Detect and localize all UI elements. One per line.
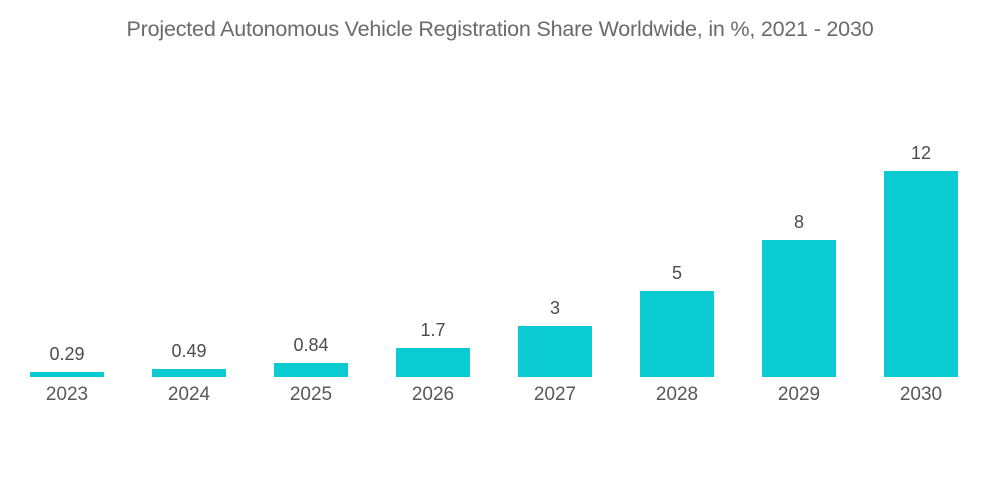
bar-column-2029: 8 xyxy=(738,0,860,377)
x-axis-label-2026: 2026 xyxy=(411,384,455,405)
bar-2026 xyxy=(396,347,470,377)
bar-column-2025: 0.84 xyxy=(250,0,372,377)
bar-column-2023: 0.29 xyxy=(6,0,128,377)
bar-column-2028: 5 xyxy=(616,0,738,377)
bar-2027 xyxy=(518,325,592,377)
bar-value-label: 3 xyxy=(549,297,560,318)
bar-2023 xyxy=(30,372,104,377)
x-axis-label-2025: 2025 xyxy=(289,384,333,405)
bar-value-label: 0.49 xyxy=(171,340,207,361)
bar-2029 xyxy=(762,239,836,377)
x-axis-label-2029: 2029 xyxy=(777,384,821,405)
bar-column-2024: 0.49 xyxy=(128,0,250,377)
bar-chart-plot-area: 0.29 0.49 0.84 1.7 3 5 8 12 xyxy=(6,0,982,377)
bar-value-label: 5 xyxy=(671,263,682,284)
bar-2030 xyxy=(884,171,958,377)
bar-2024 xyxy=(152,368,226,377)
bar-value-label: 1.7 xyxy=(420,319,446,340)
bar-value-label: 0.29 xyxy=(49,344,85,364)
bar-column-2026: 1.7 xyxy=(372,0,494,377)
bar-value-label: 0.84 xyxy=(293,334,329,355)
x-axis-label-2030: 2030 xyxy=(899,384,943,405)
chart-title: Projected Autonomous Vehicle Registratio… xyxy=(126,17,874,41)
x-axis-label-2028: 2028 xyxy=(655,384,699,405)
bar-value-label: 12 xyxy=(910,143,932,163)
bar-2025 xyxy=(274,362,348,377)
bar-value-label: 8 xyxy=(793,211,804,232)
bar-column-2027: 3 xyxy=(494,0,616,377)
bar-2028 xyxy=(640,291,714,377)
x-axis-label-2024: 2024 xyxy=(167,384,211,405)
x-axis-label-2027: 2027 xyxy=(533,384,577,405)
x-axis-year-labels: 2023 2024 2025 2026 2027 2028 2029 2030 xyxy=(6,384,982,406)
bar-column-2030: 12 xyxy=(860,0,982,377)
x-axis-label-2023: 2023 xyxy=(45,384,89,405)
